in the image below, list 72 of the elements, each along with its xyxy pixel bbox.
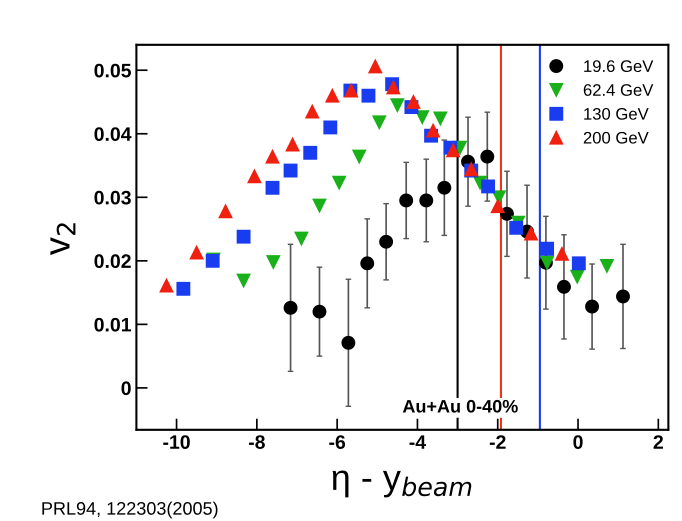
point [524, 226, 538, 240]
point [176, 282, 190, 296]
x-tick-label: -10 [163, 435, 190, 449]
point [415, 110, 430, 124]
point [312, 198, 326, 212]
point [480, 150, 494, 164]
y-tick-label: 0.02 [94, 254, 131, 268]
point [616, 289, 630, 304]
point [362, 88, 376, 103]
point [218, 204, 232, 218]
point [399, 194, 414, 208]
y-tick-label: 0.04 [94, 127, 132, 141]
point [368, 59, 382, 74]
x-tick-label: -2 [490, 435, 506, 449]
point [325, 88, 340, 103]
point [266, 150, 280, 164]
point [286, 138, 300, 152]
legend-label: 62.4 GeV [584, 84, 654, 96]
point [332, 176, 346, 190]
point [446, 143, 460, 158]
x-tick-label: -4 [410, 435, 426, 449]
x-tick-label: 2 [654, 435, 663, 449]
annotation: Au+Au 0-40% [402, 400, 518, 413]
legend-label: 130 GeV [584, 108, 649, 120]
x-axis-title: η - y$_{beam}$ [332, 470, 472, 498]
point [572, 256, 586, 270]
point [236, 230, 251, 244]
point [437, 180, 452, 195]
point [341, 336, 356, 350]
point [585, 300, 600, 314]
point [379, 234, 394, 249]
x-tick-label: -6 [329, 435, 346, 449]
point [390, 98, 404, 112]
point [305, 104, 320, 118]
point [294, 232, 308, 246]
y-axis-title: v$_{2}$ [50, 223, 76, 256]
point [386, 80, 400, 94]
point [360, 256, 374, 270]
x-tick-label: 0 [573, 435, 583, 449]
y-tick-label: 0.05 [94, 64, 131, 78]
text: PRL94, 122303(2005) [42, 502, 218, 518]
point [312, 304, 326, 319]
point [490, 199, 505, 214]
y-tick-label: 0 [121, 381, 131, 396]
point [570, 270, 584, 284]
legend-label: 200 GeV [584, 132, 649, 144]
point [600, 258, 614, 273]
point [284, 300, 298, 315]
point [247, 169, 262, 184]
point [426, 124, 440, 138]
point [555, 246, 569, 261]
point [540, 242, 554, 256]
point [190, 246, 204, 260]
point [372, 115, 386, 130]
point [236, 274, 251, 288]
point [419, 194, 434, 208]
point [323, 120, 338, 134]
point [557, 280, 571, 294]
y-tick-label: 0.03 [94, 190, 131, 205]
point [433, 112, 448, 126]
x-tick-label: -8 [248, 435, 265, 449]
point [303, 146, 318, 160]
legend-label: 19.6 GeV [584, 60, 654, 72]
point [406, 95, 420, 109]
point [266, 180, 280, 195]
point [481, 180, 496, 194]
point [160, 278, 174, 293]
point [266, 255, 280, 270]
point [284, 164, 298, 178]
point [509, 220, 524, 235]
y-tick-label: 0.01 [94, 318, 131, 332]
point [352, 150, 366, 164]
